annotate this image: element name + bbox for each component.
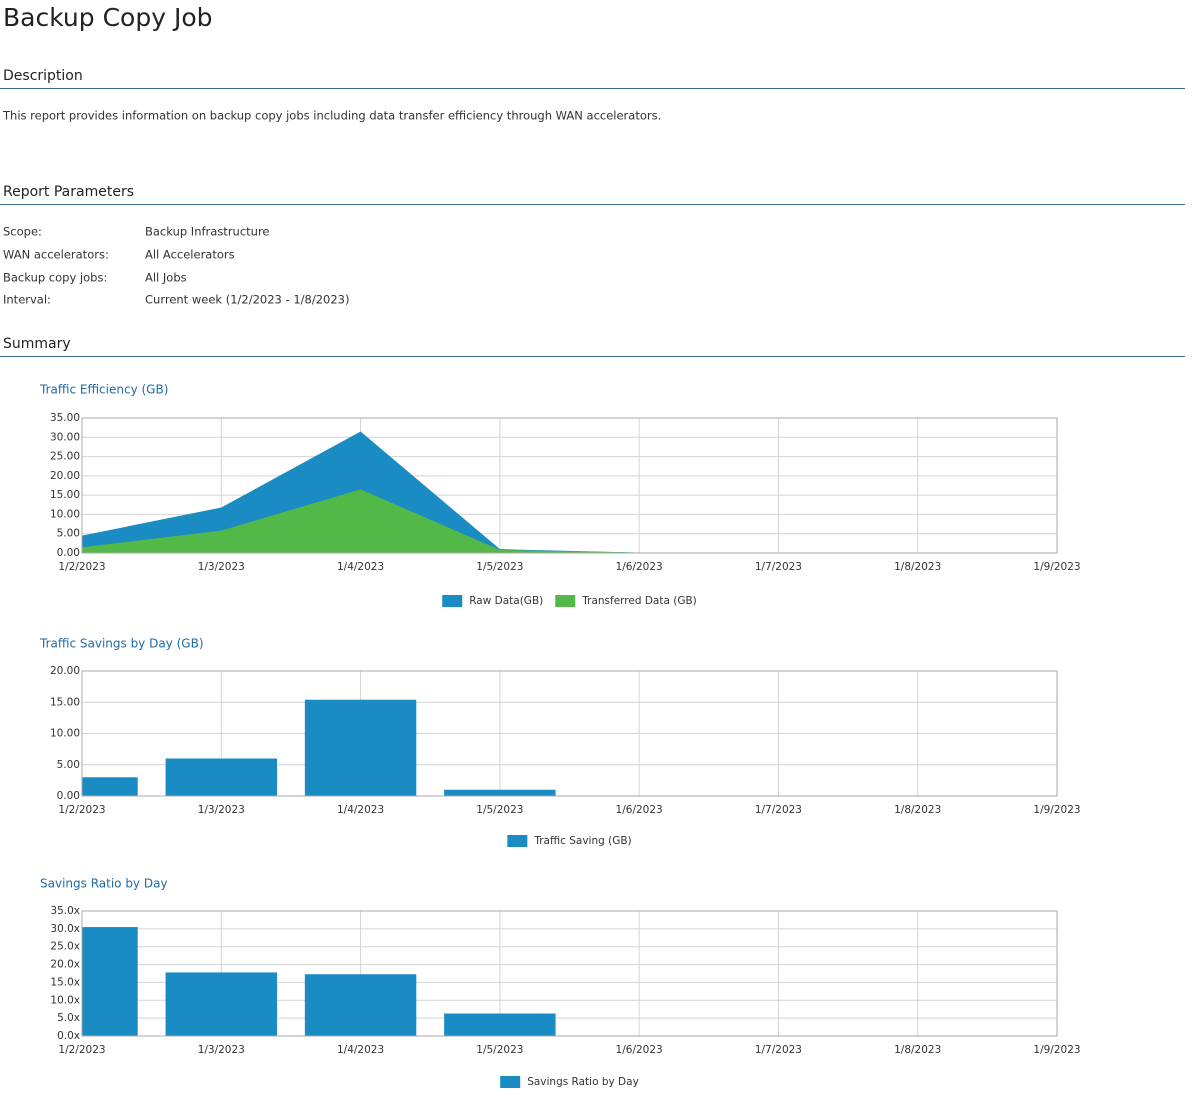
x-tick-label: 1/9/2023	[1033, 804, 1080, 816]
bar	[165, 758, 277, 796]
plot	[82, 927, 556, 1036]
y-tick-label: 20.0x	[50, 959, 80, 971]
description-text: This report provides information on back…	[2, 109, 661, 123]
y-tick-label: 0.00	[57, 790, 80, 802]
param-label: Scope:	[3, 225, 42, 239]
chart-title: Traffic Efficiency (GB)	[39, 383, 168, 397]
section-heading: Report Parameters	[3, 184, 134, 200]
x-tick-label: 1/7/2023	[755, 561, 802, 573]
section-heading: Description	[3, 68, 83, 84]
y-tick-label: 0.00	[57, 547, 80, 559]
y-tick-label: 15.00	[50, 696, 80, 708]
x-tick-label: 1/3/2023	[198, 1044, 245, 1056]
x-tick-label: 1/2/2023	[58, 561, 105, 573]
y-tick-label: 10.00	[50, 508, 80, 520]
legend-label: Savings Ratio by Day	[527, 1076, 639, 1088]
param-label: WAN accelerators:	[3, 248, 109, 262]
x-tick-label: 1/2/2023	[58, 804, 105, 816]
x-tick-label: 1/8/2023	[894, 804, 941, 816]
x-tick-label: 1/8/2023	[894, 561, 941, 573]
y-tick-label: 35.00	[50, 412, 80, 424]
x-tick-label: 1/7/2023	[755, 804, 802, 816]
x-tick-label: 1/8/2023	[894, 1044, 941, 1056]
chart-title: Traffic Savings by Day (GB)	[39, 637, 204, 651]
y-tick-label: 35.0x	[50, 905, 80, 917]
y-tick-label: 15.0x	[50, 976, 80, 988]
y-tick-label: 30.0x	[50, 923, 80, 935]
y-tick-label: 15.00	[50, 489, 80, 501]
y-tick-label: 5.00	[57, 528, 80, 540]
y-tick-label: 30.00	[50, 431, 80, 443]
bar	[165, 972, 277, 1036]
bar	[82, 777, 138, 796]
y-tick-label: 25.0x	[50, 941, 80, 953]
plot-border	[81, 417, 1058, 554]
bar	[82, 927, 138, 1036]
x-tick-label: 1/5/2023	[476, 804, 523, 816]
bar	[444, 1013, 556, 1036]
legend-swatch	[442, 595, 463, 607]
param-label: Backup copy jobs:	[3, 271, 107, 285]
legend-label: Raw Data(GB)	[469, 595, 543, 607]
plot	[82, 431, 640, 553]
x-tick-label: 1/5/2023	[476, 1044, 523, 1056]
area	[82, 489, 640, 553]
param-value: All Accelerators	[145, 248, 235, 262]
plot-border	[81, 910, 1058, 1037]
y-tick-label: 5.00	[57, 759, 80, 771]
legend-swatch	[500, 1076, 521, 1088]
x-tick-label: 1/3/2023	[198, 561, 245, 573]
param-label: Interval:	[3, 293, 51, 307]
x-tick-label: 1/5/2023	[476, 561, 523, 573]
param-value: Current week (1/2/2023 - 1/8/2023)	[145, 293, 349, 307]
y-tick-label: 10.0x	[50, 994, 80, 1006]
legend-swatch	[555, 595, 576, 607]
plot	[82, 699, 556, 796]
x-tick-label: 1/9/2023	[1033, 1044, 1080, 1056]
plot-border	[81, 670, 1058, 797]
x-tick-label: 1/6/2023	[616, 804, 663, 816]
y-tick-label: 20.00	[50, 665, 80, 677]
bar	[444, 789, 556, 796]
y-tick-label: 0.0x	[57, 1030, 80, 1042]
legend-label: Transferred Data (GB)	[581, 595, 697, 607]
y-tick-label: 10.00	[50, 728, 80, 740]
x-tick-label: 1/9/2023	[1033, 561, 1080, 573]
x-tick-label: 1/6/2023	[616, 1044, 663, 1056]
x-tick-label: 1/7/2023	[755, 1044, 802, 1056]
y-tick-label: 20.00	[50, 470, 80, 482]
bar	[304, 699, 417, 796]
x-tick-label: 1/6/2023	[616, 561, 663, 573]
param-value: All Jobs	[145, 271, 187, 285]
x-tick-label: 1/4/2023	[337, 804, 384, 816]
legend-swatch	[507, 835, 528, 847]
legend-label: Traffic Saving (GB)	[533, 835, 631, 847]
param-value: Backup Infrastructure	[145, 225, 270, 239]
x-tick-label: 1/4/2023	[337, 561, 384, 573]
y-tick-label: 25.00	[50, 451, 80, 463]
bar	[304, 974, 417, 1036]
chart-title: Savings Ratio by Day	[40, 877, 168, 891]
x-tick-label: 1/4/2023	[337, 1044, 384, 1056]
x-tick-label: 1/2/2023	[58, 1044, 105, 1056]
section-heading: Summary	[3, 336, 71, 352]
x-tick-label: 1/3/2023	[198, 804, 245, 816]
report-title: Backup Copy Job	[3, 3, 213, 32]
y-tick-label: 5.0x	[57, 1012, 80, 1024]
